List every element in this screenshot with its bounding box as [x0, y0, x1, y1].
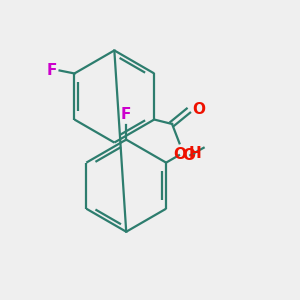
- Text: F: F: [121, 107, 131, 122]
- Text: O: O: [182, 148, 195, 163]
- Text: O: O: [173, 147, 186, 162]
- Text: F: F: [46, 63, 57, 78]
- Text: H: H: [189, 146, 202, 161]
- Text: O: O: [192, 102, 205, 117]
